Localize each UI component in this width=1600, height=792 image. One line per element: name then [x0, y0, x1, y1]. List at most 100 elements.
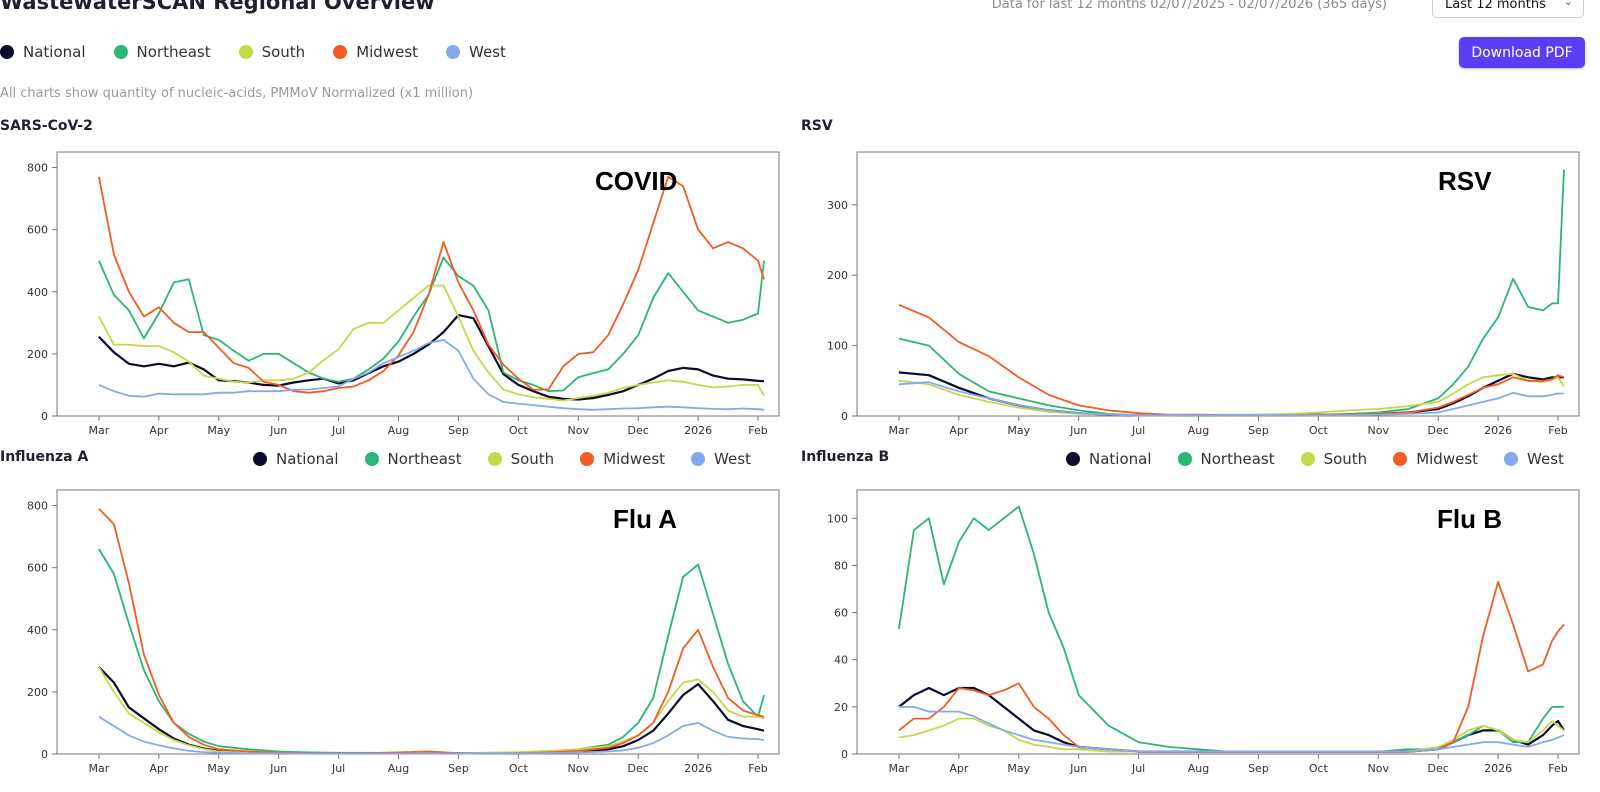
legend-item-national[interactable]: National [253, 450, 339, 468]
x-tick-label: Jun [1069, 424, 1087, 437]
x-tick-label: Oct [509, 762, 529, 775]
legend-label: Midwest [356, 43, 419, 61]
series-line-west [898, 705, 1565, 753]
legend-item-west[interactable]: West [1504, 450, 1564, 468]
x-tick-label: Mar [889, 424, 910, 437]
legend-item-northeast[interactable]: Northeast [364, 450, 462, 468]
legend-item-south[interactable]: South [238, 43, 306, 61]
y-tick-label: 40 [834, 654, 848, 667]
series-line-west [98, 715, 765, 755]
legend-flua: National Northeast South Midwest West [253, 450, 777, 468]
legend-dot-icon [1300, 452, 1315, 466]
x-tick-label: Jul [1131, 424, 1145, 437]
legend-dot-icon [1177, 452, 1192, 466]
x-tick-label: Feb [748, 762, 767, 775]
x-tick-label: Dec [1428, 762, 1449, 775]
legend-label: Midwest [603, 450, 666, 468]
chevron-down-icon: ⌄ [1563, 0, 1573, 8]
x-tick-label: Apr [949, 762, 969, 775]
chart-title-flua: Influenza A [0, 449, 89, 465]
plot-frame [56, 151, 780, 417]
y-tick-label: 400 [27, 286, 48, 299]
legend-label: West [1527, 450, 1564, 468]
x-tick-label: Nov [1368, 424, 1390, 437]
x-tick-label: May [207, 424, 230, 437]
y-tick-label: 800 [27, 500, 48, 513]
x-tick-label: Nov [568, 424, 590, 437]
y-tick-label: 600 [27, 224, 48, 237]
y-tick-label: 300 [827, 199, 848, 212]
legend-label: South [261, 43, 306, 61]
x-tick-label: Oct [509, 424, 529, 437]
x-tick-label: Aug [1188, 762, 1209, 775]
charts-subtitle: All charts show quantity of nucleic-acid… [0, 86, 474, 101]
legend-item-midwest[interactable]: Midwest [1393, 450, 1478, 468]
legend-item-west[interactable]: West [691, 450, 751, 468]
series-line-national [98, 666, 765, 755]
legend-top: National Northeast South Midwest West [0, 43, 534, 61]
legend-label: West [714, 450, 751, 468]
x-tick-label: Aug [388, 762, 409, 775]
legend-dot-icon [0, 45, 14, 59]
x-tick-label: Dec [628, 424, 649, 437]
x-tick-label: Feb [748, 424, 767, 437]
legend-label: Northeast [136, 43, 211, 61]
x-tick-label: Jul [331, 762, 345, 775]
series-line-northeast [98, 256, 765, 393]
x-tick-label: Oct [1309, 762, 1329, 775]
chart-rsv: 0 100 200 300 Mar Apr May Jun Jul Aug Sep Oct Nov Dec… [827, 151, 1580, 437]
legend-item-national[interactable]: National [1066, 450, 1152, 468]
x-tick-label: Apr [949, 424, 969, 437]
legend-item-midwest[interactable]: Midwest [333, 43, 418, 61]
legend-dot-icon [113, 45, 128, 59]
x-tick-label: Sep [1248, 762, 1269, 775]
legend-dot-icon [364, 452, 379, 466]
plot-frame [856, 489, 1580, 755]
x-tick-label: Sep [448, 424, 469, 437]
chart-annotation: RSV [1438, 166, 1492, 196]
chart-annotation: Flu B [1437, 504, 1502, 534]
x-tick-label: Dec [628, 762, 649, 775]
range-select-value: Last 12 months [1445, 0, 1546, 12]
y-tick-label: 100 [827, 512, 848, 525]
legend-label: Northeast [1200, 450, 1275, 468]
legend-item-national[interactable]: National [0, 43, 86, 61]
x-tick-label: Oct [1309, 424, 1329, 437]
series-line-northeast [98, 548, 765, 755]
y-tick-label: 60 [834, 607, 848, 620]
series-line-northeast [898, 169, 1565, 417]
legend-dot-icon [1393, 452, 1408, 466]
x-tick-label: 2026 [1484, 762, 1512, 775]
chart-title-covid: SARS-CoV-2 [0, 118, 93, 134]
chart-annotation: Flu A [613, 504, 677, 534]
legend-item-northeast[interactable]: Northeast [113, 43, 211, 61]
y-tick-label: 200 [827, 269, 848, 282]
series-line-midwest [898, 581, 1565, 753]
chart-title-rsv: RSV [801, 118, 833, 134]
legend-label: South [510, 450, 555, 468]
x-tick-label: Jul [1131, 762, 1145, 775]
legend-item-midwest[interactable]: Midwest [580, 450, 665, 468]
x-tick-label: Feb [1548, 762, 1567, 775]
legend-label: West [469, 43, 506, 61]
legend-label: National [23, 43, 86, 61]
y-tick-label: 600 [27, 562, 48, 575]
x-tick-label: Jun [269, 762, 287, 775]
legend-dot-icon [1066, 452, 1080, 466]
chart-flua: 0 200 400 600 800 Mar Apr May Jun Jul Aug Sep Oct Nov… [27, 489, 780, 775]
legend-item-west[interactable]: West [446, 43, 506, 61]
x-tick-label: Aug [388, 424, 409, 437]
range-select[interactable]: Last 12 months ⌄ [1432, 0, 1584, 18]
x-tick-label: Sep [1248, 424, 1269, 437]
x-tick-label: May [1007, 762, 1030, 775]
x-tick-label: Mar [89, 424, 110, 437]
y-tick-label: 400 [27, 624, 48, 637]
legend-item-south[interactable]: South [487, 450, 555, 468]
page-title: WastewaterSCAN Regional Overview [0, 0, 435, 14]
x-tick-label: 2026 [684, 762, 712, 775]
series-line-national [98, 314, 765, 401]
legend-item-northeast[interactable]: Northeast [1177, 450, 1275, 468]
download-pdf-button[interactable]: Download PDF [1459, 37, 1585, 68]
legend-item-south[interactable]: South [1300, 450, 1367, 468]
legend-label: National [276, 450, 339, 468]
